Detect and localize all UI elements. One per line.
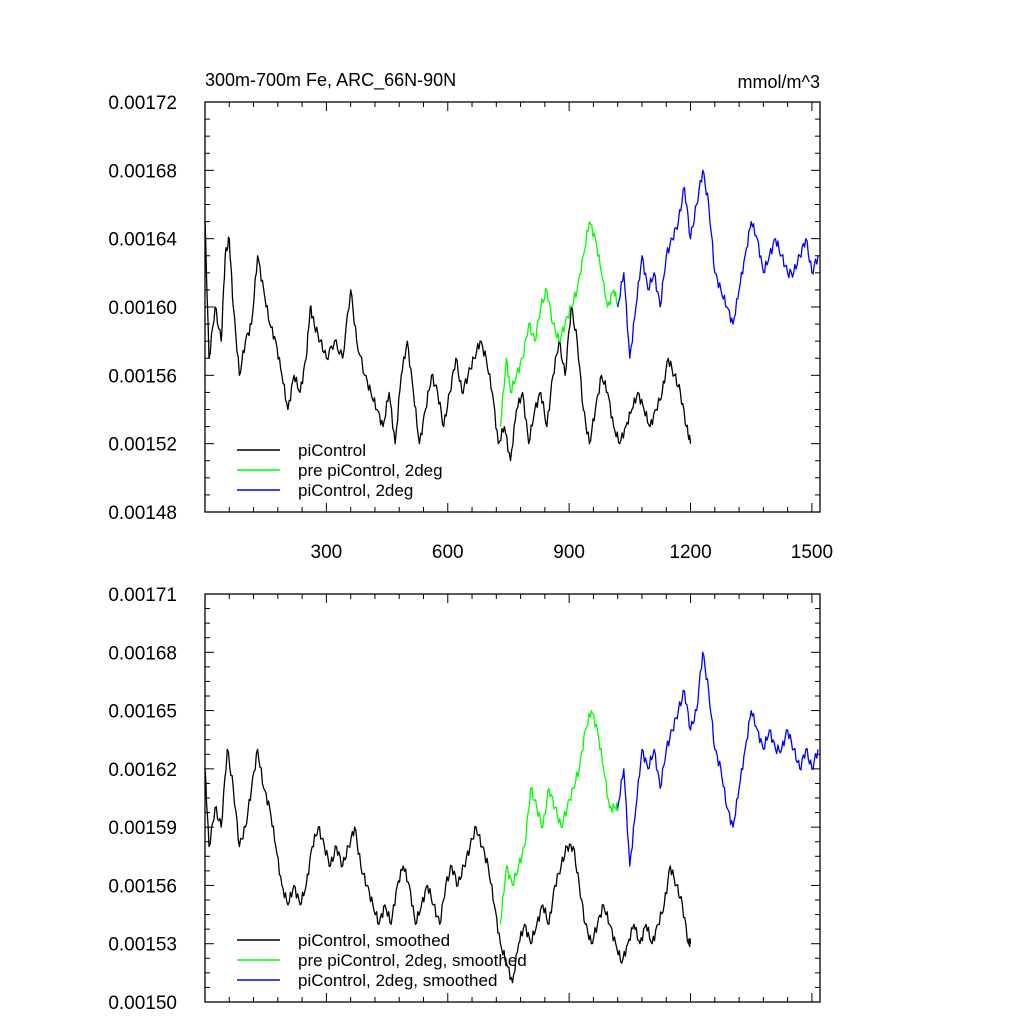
panel-1-ytick-label: 0.00156 [108, 366, 177, 387]
panel-1-legend-label-1: piControl [298, 441, 366, 460]
panel-1-xtick-label: 1500 [791, 542, 833, 563]
panel-1-ytick-label: 0.00160 [108, 298, 177, 319]
panel-2-series-2-line [499, 709, 620, 925]
panel-1-ytick-label: 0.00164 [108, 230, 177, 251]
panel-2-series-1-line [204, 748, 692, 984]
panel-2-ytick-label: 0.00150 [108, 993, 177, 1014]
panel-1-legend-label-3: piControl, 2deg [298, 481, 413, 500]
panel-1-xtick-label: 600 [432, 542, 464, 563]
panel-1-units: mmol/m^3 [738, 72, 820, 92]
panel-1-series-1-line [204, 221, 692, 462]
panel-1-legend-label-2: pre piControl, 2deg [298, 461, 443, 480]
panel-2-legend-label-2: pre piControl, 2deg, smoothed [298, 951, 527, 970]
panel-2-ytick-label: 0.00153 [108, 935, 177, 956]
panel-1-series-2-line [499, 220, 620, 427]
panel-1-title: 300m-700m Fe, ARC_66N-90N [205, 70, 456, 91]
panel-1-ytick-label: 0.00152 [108, 435, 177, 456]
panel-2-ytick-label: 0.00162 [108, 760, 177, 781]
panel-2-ytick-label: 0.00171 [108, 585, 177, 606]
panel-1-xtick-label: 900 [553, 542, 585, 563]
panel-2-ytick-label: 0.00159 [108, 818, 177, 839]
panel-2-ytick-label: 0.00168 [108, 643, 177, 664]
panel-1-ytick-label: 0.00172 [108, 93, 177, 114]
panel-2-legend-label-3: piControl, 2deg, smoothed [298, 971, 497, 990]
panel-2-ytick-label: 0.00156 [108, 876, 177, 897]
panel-2-legend-label-1: piControl, smoothed [298, 931, 450, 950]
panel-1-ytick-label: 0.00148 [108, 503, 177, 524]
panel-1-xtick-label: 300 [311, 542, 343, 563]
panel-2-ytick-label: 0.00165 [108, 702, 177, 723]
panel-2-series-3-line [617, 651, 819, 867]
panel-1-xtick-label: 1200 [669, 542, 711, 563]
panel-1-series-3-line [617, 169, 819, 359]
panel-1-ytick-label: 0.00168 [108, 161, 177, 182]
